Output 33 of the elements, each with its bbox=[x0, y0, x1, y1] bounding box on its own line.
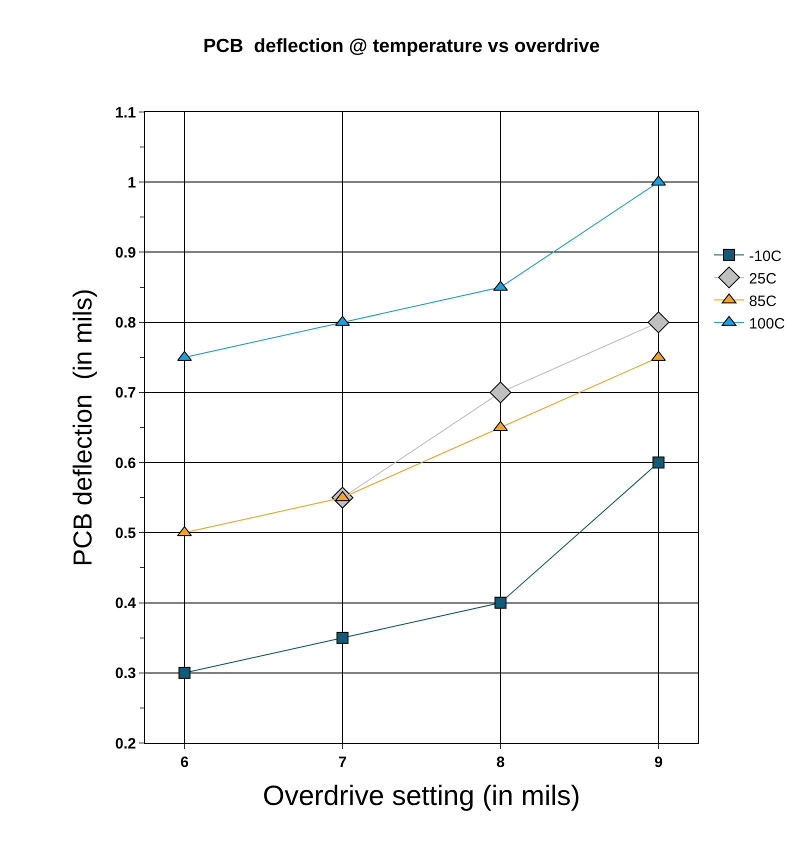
y-tick-label: 0.6 bbox=[115, 454, 136, 472]
point bbox=[648, 311, 670, 334]
point bbox=[494, 596, 506, 609]
legend-label: 25C bbox=[749, 270, 777, 288]
y-tick-label: 0.2 bbox=[115, 735, 136, 752]
legend-label: 100C bbox=[749, 315, 786, 332]
x-axis-title: Overdrive setting (in mils) bbox=[262, 780, 580, 812]
y-tick-label: 0.5 bbox=[115, 524, 136, 542]
legend-label: 85C bbox=[749, 292, 777, 310]
chart-title: PCB deflection @ temperature vs overdrive bbox=[203, 36, 600, 57]
point bbox=[651, 350, 666, 361]
point bbox=[335, 316, 350, 326]
point bbox=[651, 176, 666, 186]
x-tick-label: 7 bbox=[338, 754, 347, 771]
y-tick-label: 0.8 bbox=[115, 314, 136, 332]
point bbox=[493, 280, 508, 291]
point bbox=[336, 632, 348, 644]
point bbox=[177, 350, 192, 361]
legend-label: -10C bbox=[749, 248, 782, 265]
point bbox=[178, 666, 190, 679]
x-tick-label: 9 bbox=[654, 754, 663, 771]
y-tick-label: 0.9 bbox=[115, 244, 136, 262]
y-tick-label: 1.1 bbox=[115, 104, 136, 122]
y-tick-label: 0.4 bbox=[115, 595, 137, 612]
point bbox=[177, 526, 192, 536]
point bbox=[490, 382, 512, 404]
x-tick-label: 6 bbox=[180, 754, 189, 771]
y-axis-title: PCB deflection (in mils) bbox=[68, 288, 98, 566]
y-tick-label: 1 bbox=[128, 174, 136, 192]
y-tick-label: 0.3 bbox=[115, 665, 136, 682]
x-tick-label: 8 bbox=[496, 754, 505, 771]
point bbox=[652, 456, 664, 469]
y-tick-label: 0.7 bbox=[115, 384, 136, 402]
